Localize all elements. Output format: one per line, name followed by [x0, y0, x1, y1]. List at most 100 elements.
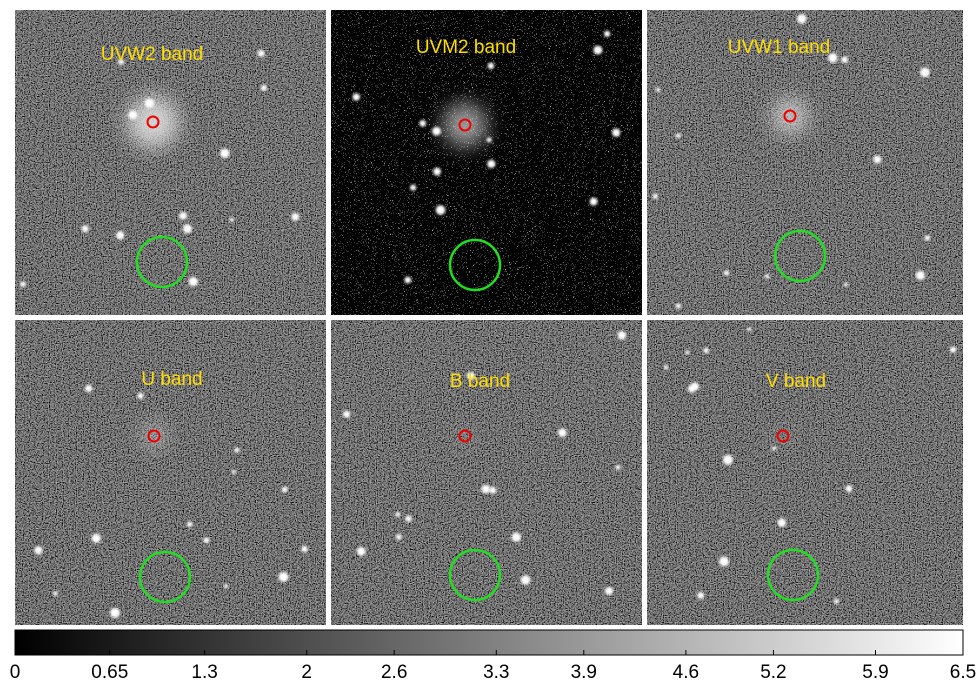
- band-label: V band: [766, 371, 826, 392]
- star: [261, 85, 267, 91]
- colorbar-tick-label: 4.6: [673, 662, 699, 683]
- star: [92, 534, 101, 543]
- star: [873, 155, 881, 163]
- page: UVW2 band UVM2 band UVW1 band U band B band V…: [0, 0, 979, 691]
- star: [703, 348, 709, 354]
- star: [116, 231, 125, 240]
- image-panel: UVW2 band: [15, 10, 326, 315]
- source-glow: [443, 103, 487, 147]
- star: [747, 327, 751, 331]
- star: [436, 205, 446, 215]
- star: [232, 470, 236, 474]
- star: [797, 14, 806, 23]
- star: [521, 575, 531, 585]
- star: [419, 120, 426, 127]
- image-panel: U band: [15, 320, 326, 625]
- star: [844, 282, 848, 286]
- star: [846, 485, 853, 492]
- star: [590, 198, 598, 206]
- star: [110, 608, 120, 618]
- star: [357, 547, 366, 556]
- star: [220, 148, 230, 158]
- star: [724, 270, 729, 275]
- star: [34, 546, 42, 554]
- band-label: U band: [141, 369, 202, 390]
- star: [301, 546, 308, 553]
- colorbar-tick-label: 2.6: [381, 662, 407, 683]
- colorbar: [15, 630, 963, 655]
- star: [925, 235, 931, 241]
- star: [404, 277, 411, 284]
- star: [82, 225, 89, 232]
- star: [183, 224, 192, 233]
- colorbar-tick-label: 6.5: [950, 662, 976, 683]
- star: [85, 385, 92, 392]
- colorbar-tick-label: 3.9: [571, 662, 597, 683]
- star: [615, 465, 620, 470]
- colorbar-tick-label: 0: [10, 662, 21, 683]
- star: [487, 137, 492, 142]
- star: [697, 592, 704, 599]
- star: [916, 271, 925, 280]
- star: [279, 572, 289, 582]
- star: [676, 133, 681, 138]
- image-panel: UVW1 band: [647, 10, 963, 315]
- image-panel: UVM2 band: [331, 10, 642, 315]
- source-glow: [772, 98, 808, 134]
- star: [834, 599, 839, 604]
- star: [189, 277, 198, 286]
- star: [343, 411, 350, 418]
- star: [410, 185, 416, 191]
- star: [688, 385, 696, 393]
- star: [605, 587, 613, 595]
- band-label: UVW1 band: [728, 37, 830, 58]
- band-label: UVW2 band: [101, 44, 203, 65]
- star: [604, 31, 610, 37]
- star: [489, 487, 496, 494]
- star: [353, 93, 360, 100]
- panel-grid: UVW2 band UVM2 band UVW1 band U band B band V…: [15, 10, 963, 625]
- colorbar-tick-label: 5.2: [760, 662, 786, 683]
- star: [224, 584, 228, 588]
- star: [20, 281, 26, 287]
- image-panel: B band: [331, 320, 642, 625]
- star: [920, 67, 930, 77]
- star: [481, 485, 490, 494]
- star: [618, 331, 627, 340]
- colorbar-tick-label: 5.9: [862, 662, 888, 683]
- star: [719, 556, 729, 566]
- star: [558, 428, 567, 437]
- star: [512, 533, 521, 542]
- star: [723, 455, 733, 465]
- band-label: B band: [450, 371, 510, 392]
- star: [765, 274, 770, 279]
- star: [685, 350, 689, 354]
- source-glow: [142, 424, 166, 448]
- star: [653, 194, 658, 199]
- star: [487, 160, 495, 168]
- star: [234, 448, 239, 453]
- panel-noise: [647, 320, 963, 625]
- image-panel: V band: [647, 320, 963, 625]
- colorbar-tick-label: 2: [301, 662, 312, 683]
- star: [291, 213, 299, 221]
- star: [841, 56, 848, 63]
- star: [676, 303, 681, 308]
- star: [396, 534, 402, 540]
- star: [203, 537, 209, 543]
- star: [950, 347, 956, 353]
- star: [128, 110, 137, 119]
- star: [433, 168, 441, 176]
- star: [187, 522, 193, 528]
- star: [593, 46, 602, 55]
- star: [405, 515, 412, 522]
- star: [395, 512, 400, 517]
- star: [282, 486, 288, 492]
- star: [145, 98, 155, 108]
- colorbar-tick-label: 3.3: [483, 662, 509, 683]
- colorbar-tick-label: 0.65: [91, 662, 128, 683]
- star: [488, 63, 494, 69]
- panel-noise: [331, 320, 642, 625]
- star: [53, 591, 58, 596]
- star: [656, 88, 660, 92]
